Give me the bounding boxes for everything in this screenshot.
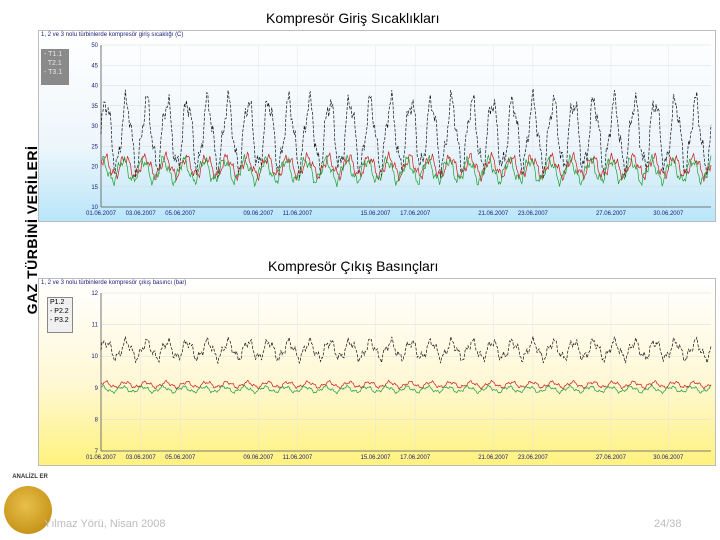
- y-tick-label: 50: [91, 43, 98, 49]
- y-tick-label: 20: [91, 165, 98, 171]
- x-tick-label: 15.06.2007: [360, 455, 391, 461]
- y-tick-label: 12: [91, 291, 98, 297]
- y-tick-label: 9: [95, 386, 99, 392]
- y-tick-label: 45: [91, 63, 98, 69]
- y-tick-label: 8: [95, 417, 99, 423]
- x-tick-label: 30.06.2007: [653, 455, 684, 461]
- legend-item: P1.2: [50, 299, 65, 306]
- x-tick-label: 01.06.2007: [86, 455, 117, 461]
- y-tick-label: 10: [91, 354, 98, 360]
- x-tick-label: 03.06.2007: [126, 211, 157, 217]
- series-line: [100, 379, 712, 390]
- x-tick-label: 17.06.2007: [400, 455, 431, 461]
- x-tick-label: 01.06.2007: [86, 211, 117, 217]
- legend-item: T2.1: [47, 60, 62, 67]
- y-tick-label: 7: [95, 449, 99, 455]
- legend-item: - T1.1: [44, 51, 63, 58]
- series-line: [101, 153, 712, 188]
- x-tick-label: 21.06.2007: [478, 455, 509, 461]
- x-tick-label: 27.06.2007: [596, 211, 627, 217]
- x-tick-label: 15.06.2007: [360, 211, 391, 217]
- x-tick-label: 30.06.2007: [653, 211, 684, 217]
- y-tick-label: 35: [91, 104, 98, 110]
- chart1-panel: 1, 2 ve 3 nolu türbinlerde kompresör gir…: [38, 30, 716, 222]
- x-tick-label: 11.06.2007: [283, 455, 313, 461]
- x-tick-label: 21.06.2007: [478, 211, 509, 217]
- logo-label: ANALİZL ER: [12, 474, 48, 480]
- x-tick-label: 09.06.2007: [243, 211, 274, 217]
- series-line: [100, 88, 712, 180]
- y-tick-label: 25: [91, 144, 98, 150]
- footer-author: Yılmaz Yörü, Nisan 2008: [44, 518, 166, 530]
- x-tick-label: 11.06.2007: [283, 211, 313, 217]
- series-line: [100, 384, 712, 395]
- y-tick-label: 30: [91, 124, 98, 130]
- x-tick-label: 23.06.2007: [518, 455, 549, 461]
- chart1-title: Kompresör Giriş Sıcaklıkları: [266, 10, 440, 26]
- series-line: [100, 336, 712, 365]
- y-tick-label: 40: [91, 84, 98, 90]
- x-tick-label: 09.06.2007: [243, 455, 274, 461]
- chart1-subtitle: 1, 2 ve 3 nolu türbinlerde kompresör gir…: [41, 32, 184, 38]
- y-tick-label: 10: [91, 205, 98, 211]
- chart2-panel: 1, 2 ve 3 nolu türbinlerde kompresör çık…: [38, 278, 716, 466]
- chart1-legend: - T1.1 T2.1 - T3.1: [41, 49, 69, 85]
- x-tick-label: 05.06.2007: [165, 211, 196, 217]
- legend-item: - P3.2: [50, 317, 69, 324]
- x-tick-label: 05.06.2007: [165, 455, 196, 461]
- x-tick-label: 27.06.2007: [596, 455, 627, 461]
- x-tick-label: 17.06.2007: [400, 211, 431, 217]
- logo: [4, 486, 52, 534]
- x-tick-label: 23.06.2007: [518, 211, 549, 217]
- series-line: [100, 151, 712, 182]
- legend-item: - T3.1: [44, 69, 63, 76]
- y-tick-label: 11: [92, 323, 99, 329]
- y-tick-label: 15: [91, 185, 98, 191]
- chart2-legend: P1.2 - P2.2 - P3.2: [47, 297, 73, 333]
- chart2-plot: 12 11 10 9 8 701.06.2007 03.06.2007 05.06.2007 0…: [86, 291, 712, 461]
- legend-item: - P2.2: [50, 308, 69, 315]
- x-tick-label: 03.06.2007: [126, 455, 157, 461]
- page-number: 24/38: [654, 518, 682, 530]
- chart2-title: Kompresör Çıkış Basınçları: [268, 258, 439, 274]
- chart2-subtitle: 1, 2 ve 3 nolu türbinlerde kompresör çık…: [41, 280, 187, 286]
